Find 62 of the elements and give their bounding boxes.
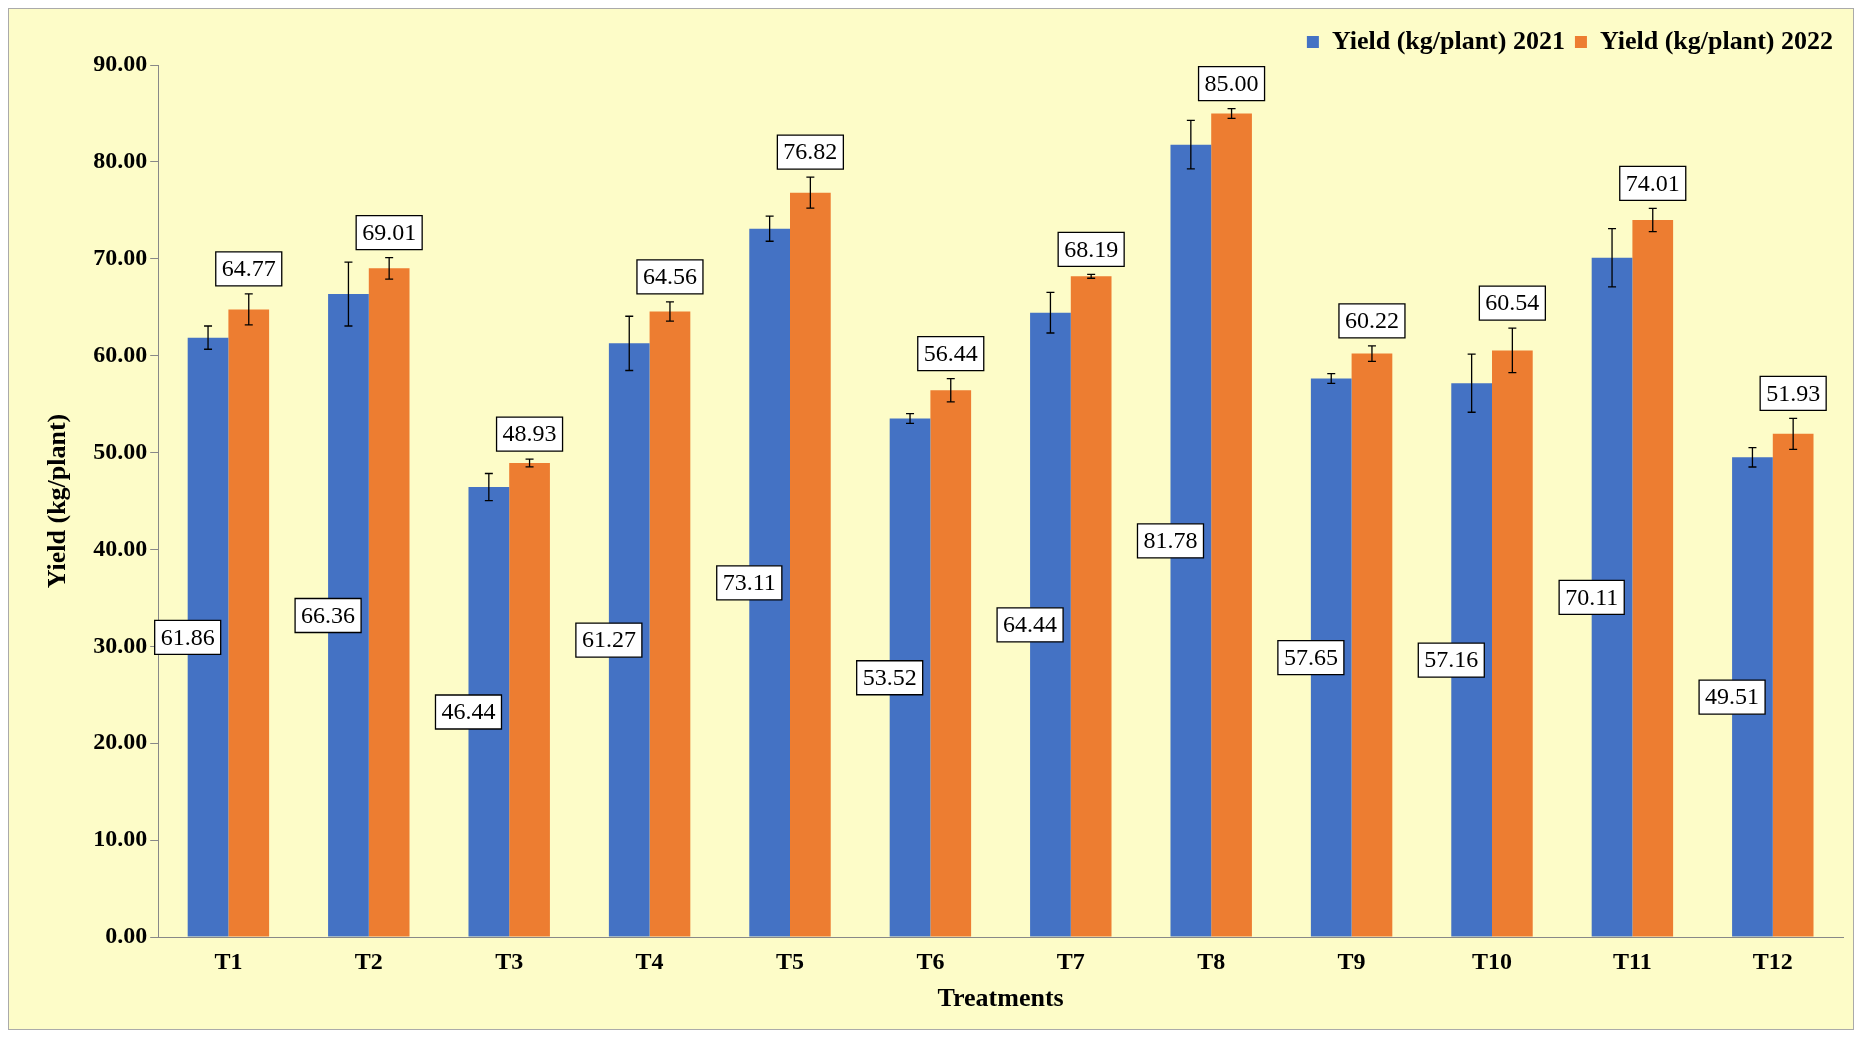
data-label: 61.27 bbox=[581, 626, 636, 653]
data-label: 60.22 bbox=[1344, 307, 1399, 334]
y-tick-label: 10.00 bbox=[93, 825, 148, 852]
data-label: 48.93 bbox=[502, 420, 557, 447]
bar bbox=[1211, 113, 1252, 937]
x-tick-label: T9 bbox=[1337, 947, 1366, 974]
data-label: 53.52 bbox=[862, 664, 917, 691]
data-label: 73.11 bbox=[722, 569, 776, 596]
data-label: 64.56 bbox=[642, 263, 697, 290]
x-tick-label: T7 bbox=[1056, 947, 1085, 974]
y-tick-label: 20.00 bbox=[93, 728, 148, 755]
legend-label: Yield (kg/plant) 2021 bbox=[1331, 25, 1565, 55]
data-label: 56.44 bbox=[923, 339, 978, 366]
bar bbox=[1351, 353, 1393, 937]
data-label: 64.44 bbox=[1003, 611, 1058, 638]
data-label: 69.01 bbox=[362, 219, 417, 246]
y-tick-label: 80.00 bbox=[93, 147, 148, 174]
y-tick-label: 40.00 bbox=[93, 534, 148, 561]
bar bbox=[790, 192, 831, 937]
bar bbox=[1070, 276, 1112, 937]
data-label: 81.78 bbox=[1143, 527, 1198, 554]
x-tick-label: T6 bbox=[916, 947, 945, 974]
x-tick-label: T8 bbox=[1197, 947, 1226, 974]
data-label: 76.82 bbox=[783, 138, 838, 165]
data-label: 64.77 bbox=[221, 255, 276, 282]
x-tick-label: T3 bbox=[495, 947, 524, 974]
x-tick-label: T10 bbox=[1471, 947, 1513, 974]
bar bbox=[228, 309, 270, 937]
y-tick-label: 0.00 bbox=[105, 922, 148, 949]
data-label: 66.36 bbox=[301, 601, 356, 628]
y-tick-label: 30.00 bbox=[93, 631, 148, 658]
data-label: 60.54 bbox=[1485, 289, 1540, 316]
bar bbox=[930, 390, 972, 937]
x-tick-label: T5 bbox=[775, 947, 805, 974]
data-label: 85.00 bbox=[1204, 69, 1259, 96]
y-tick-label: 90.00 bbox=[93, 50, 148, 77]
x-tick-label: T12 bbox=[1752, 947, 1793, 974]
data-label: 46.44 bbox=[441, 698, 496, 725]
bar bbox=[368, 268, 410, 937]
data-label: 57.65 bbox=[1283, 644, 1338, 671]
x-tick-label: T2 bbox=[354, 947, 383, 974]
x-axis-title: Treatments bbox=[937, 983, 1064, 1013]
bar bbox=[1492, 350, 1533, 937]
data-label: 70.11 bbox=[1565, 583, 1619, 610]
x-tick-label: T4 bbox=[635, 947, 664, 974]
y-tick-label: 60.00 bbox=[93, 340, 148, 367]
legend-label: Yield (kg/plant) 2022 bbox=[1599, 25, 1833, 55]
bar bbox=[1632, 219, 1674, 937]
bar bbox=[509, 462, 550, 937]
data-label: 68.19 bbox=[1064, 235, 1119, 262]
data-label: 49.51 bbox=[1705, 683, 1760, 710]
data-label: 74.01 bbox=[1625, 169, 1680, 196]
data-label: 51.93 bbox=[1766, 379, 1821, 406]
data-label: 57.16 bbox=[1424, 646, 1479, 673]
x-tick-label: T1 bbox=[214, 947, 243, 974]
y-axis-title: Yield (kg/plant) bbox=[42, 413, 72, 589]
y-tick-label: 50.00 bbox=[93, 437, 148, 464]
data-label: 61.86 bbox=[160, 623, 215, 650]
bar bbox=[1772, 433, 1814, 937]
y-tick-label: 70.00 bbox=[93, 243, 148, 270]
x-tick-label: T11 bbox=[1613, 947, 1652, 974]
bar bbox=[649, 311, 691, 937]
